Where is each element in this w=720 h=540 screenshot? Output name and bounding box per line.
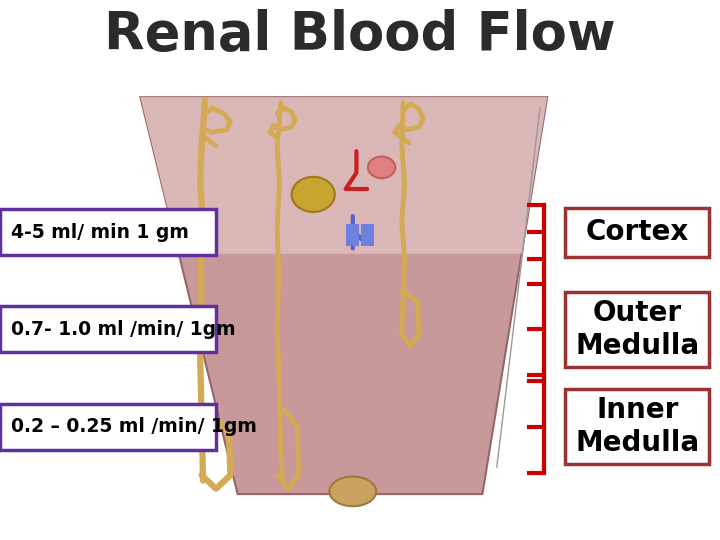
Text: 0.2 – 0.25 ml /min/ 1gm: 0.2 – 0.25 ml /min/ 1gm — [11, 417, 256, 436]
Text: 0.7- 1.0 ml /min/ 1gm: 0.7- 1.0 ml /min/ 1gm — [11, 320, 235, 339]
FancyBboxPatch shape — [565, 292, 709, 367]
FancyBboxPatch shape — [0, 306, 216, 352]
Text: Renal Blood Flow: Renal Blood Flow — [104, 9, 616, 61]
Polygon shape — [140, 97, 547, 254]
Text: Outer
Medulla: Outer Medulla — [575, 299, 699, 360]
FancyBboxPatch shape — [565, 389, 709, 464]
Polygon shape — [140, 97, 547, 494]
Text: Inner
Medulla: Inner Medulla — [575, 396, 699, 457]
Ellipse shape — [330, 476, 376, 507]
FancyBboxPatch shape — [346, 224, 359, 246]
Ellipse shape — [292, 177, 335, 212]
FancyBboxPatch shape — [0, 404, 216, 449]
FancyBboxPatch shape — [565, 208, 709, 256]
Text: Cortex: Cortex — [585, 218, 689, 246]
Text: 4-5 ml/ min 1 gm: 4-5 ml/ min 1 gm — [11, 222, 189, 242]
FancyBboxPatch shape — [361, 224, 374, 246]
FancyBboxPatch shape — [0, 210, 216, 255]
Ellipse shape — [368, 157, 395, 178]
